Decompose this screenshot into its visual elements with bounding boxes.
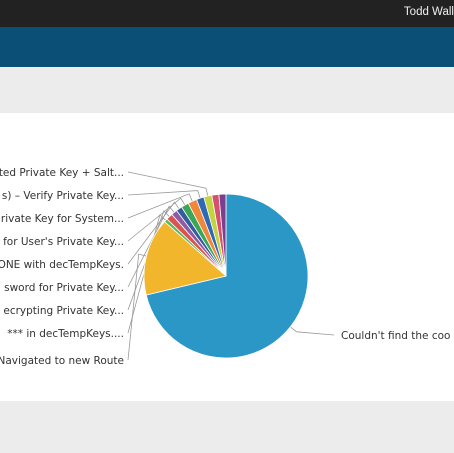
connector-line	[127, 190, 201, 199]
user-name[interactable]: Todd Wall	[403, 6, 454, 18]
connector-line	[290, 326, 335, 336]
connector-line	[127, 210, 170, 311]
slice-label: ONE with decTempKeys.	[0, 259, 124, 271]
pie-slices	[143, 193, 309, 359]
pie-chart: Couldn't find the coo Navigated to new Ro…	[0, 167, 450, 367]
slice-label: *** in decTempKeys....	[7, 328, 124, 340]
slice-label: ecrypting Private Key...	[3, 305, 124, 317]
pie-slice[interactable]	[143, 221, 227, 296]
slice-labels: Couldn't find the coo Navigated to new Ro…	[0, 167, 450, 367]
connector-line	[127, 201, 180, 265]
connector-line	[127, 197, 186, 242]
pie-slice[interactable]	[145, 193, 309, 359]
slice-label: Couldn't find the coo	[341, 330, 450, 342]
connector-line	[127, 193, 193, 219]
slice-label: sword for Private Key...	[4, 282, 124, 294]
slice-label: s) – Verify Private Key...	[2, 190, 124, 202]
footer-area	[0, 401, 454, 453]
pie-slice[interactable]	[218, 193, 227, 277]
connector-line	[127, 253, 147, 361]
navigation-bar	[0, 27, 454, 67]
slice-label: ted Private Key + Salt...	[0, 167, 124, 179]
connector-line	[127, 205, 175, 288]
slice-label: for User's Private Key...	[3, 236, 124, 248]
connector-lines	[127, 171, 335, 361]
toolbar-area	[0, 67, 454, 113]
top-bar: Todd Wall	[0, 0, 454, 27]
connector-line	[127, 171, 209, 197]
slice-label: rivate Key for System...	[1, 213, 124, 225]
slice-label: Navigated to new Route	[0, 355, 124, 367]
chart-panel: Couldn't find the coo Navigated to new Ro…	[0, 113, 454, 401]
